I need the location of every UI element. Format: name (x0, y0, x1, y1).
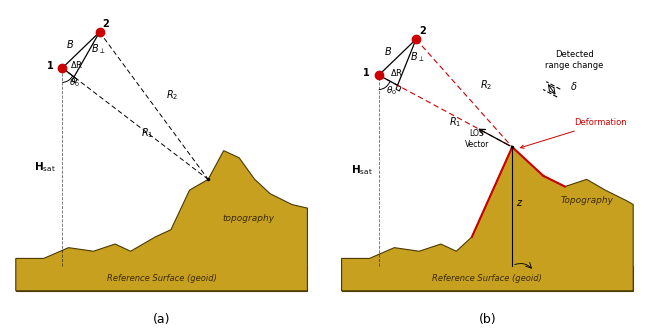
Text: Reference Surface (geoid): Reference Surface (geoid) (432, 275, 543, 283)
Text: B: B (384, 48, 391, 57)
Text: Reference Surface (geoid): Reference Surface (geoid) (106, 275, 217, 283)
Text: 2: 2 (103, 19, 110, 29)
Text: Detected
range change: Detected range change (545, 50, 604, 70)
Text: H$_{\rm sat}$: H$_{\rm sat}$ (34, 160, 56, 174)
Text: B$_\perp$: B$_\perp$ (90, 43, 105, 56)
Text: $\theta_0$: $\theta_0$ (386, 84, 397, 97)
Text: LOS
Vector: LOS Vector (465, 129, 489, 149)
Text: R$_2$: R$_2$ (480, 78, 492, 91)
Text: z: z (516, 198, 521, 208)
Text: (b): (b) (478, 313, 496, 326)
Text: topography: topography (223, 214, 275, 223)
Text: $\Delta$R: $\Delta$R (69, 59, 83, 70)
Text: B$_\perp$: B$_\perp$ (410, 50, 424, 64)
Text: B: B (67, 40, 74, 50)
Text: Topography: Topography (560, 196, 613, 206)
Text: R$_1$: R$_1$ (141, 126, 154, 140)
Polygon shape (341, 266, 633, 291)
Polygon shape (16, 266, 308, 291)
Text: (a): (a) (153, 313, 171, 326)
Text: H$_{\rm sat}$: H$_{\rm sat}$ (351, 163, 373, 177)
Polygon shape (341, 147, 633, 291)
Text: 2: 2 (419, 26, 426, 36)
Text: 1: 1 (47, 61, 54, 71)
Polygon shape (16, 150, 308, 291)
Text: R$_1$: R$_1$ (448, 115, 461, 129)
Text: R$_2$: R$_2$ (166, 88, 178, 102)
Text: $\theta_0$: $\theta_0$ (69, 77, 80, 89)
Text: Deformation: Deformation (520, 118, 627, 148)
Text: $\delta$: $\delta$ (570, 80, 577, 91)
Text: 1: 1 (363, 68, 370, 78)
Text: $\Delta$R: $\Delta$R (389, 67, 403, 78)
